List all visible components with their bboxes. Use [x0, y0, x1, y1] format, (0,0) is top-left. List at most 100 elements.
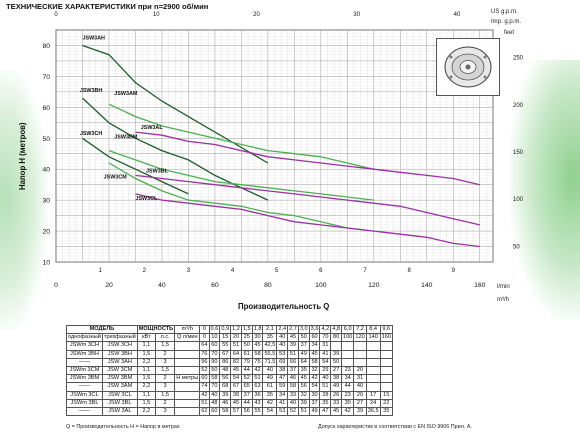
m3h-header-5: 1,8	[251, 324, 264, 335]
lmin-header-8: 45	[287, 333, 299, 343]
head-value: 40	[353, 382, 367, 392]
head-value: 35	[379, 406, 393, 417]
head-value: 51	[199, 398, 210, 408]
x-tick-label: 160	[474, 282, 486, 289]
head-value: 24	[365, 398, 381, 408]
head-value: 31	[319, 341, 332, 351]
table-row: —— JSW 3AH 2,2 3 96 90 86 82 79 75 71,5 69 66 64 58 54 5…	[66, 357, 393, 367]
decorative-leaf-right	[510, 60, 580, 320]
model-three-phase: JSW 3BM	[101, 374, 138, 384]
head-value: 63	[251, 382, 264, 392]
x-tick-label: 100	[315, 282, 327, 289]
x-top-unit-label-2: Imp. g.p.m.	[491, 19, 522, 25]
model-one-phase: ——	[66, 406, 103, 417]
m3h-header-15: 8,4	[365, 324, 381, 335]
page-title: ТЕХНИЧЕСКИЕ ХАРАКТЕРИСТИКИ при n=2900 об…	[6, 2, 209, 11]
table-row: —— JSW 3AL 2,2 3 62 60 58 57 56 55 54 53 52 51 49 47 45 4…	[66, 406, 393, 417]
head-value: 54	[262, 406, 278, 417]
head-value: 23	[341, 365, 355, 376]
head-value: 69	[276, 357, 289, 367]
head-value: 27	[330, 365, 343, 376]
head-value: 41	[276, 398, 289, 408]
series-label: JSW3AM	[114, 91, 138, 97]
lmin-header-0: 0	[199, 333, 210, 343]
head-value: 44	[240, 365, 253, 376]
unit-lmin-label: л/мин	[182, 334, 198, 341]
h-label-cell	[174, 398, 201, 408]
head-value: 33	[287, 390, 299, 400]
curve-jsw3al	[135, 131, 480, 186]
lmin-header-16: 160	[379, 333, 393, 343]
table-row: JSWm 3BH JSW 3BH 1,5 2 76 70 67 64 61 58 55,5 53 51 4…	[66, 349, 393, 359]
head-value: 44	[240, 398, 253, 408]
lmin-header-6: 35	[262, 333, 278, 343]
head-value: 48	[219, 365, 232, 376]
x-axis-title: Производительность Q	[238, 302, 330, 311]
head-value: 39	[330, 349, 343, 359]
power-kw: 1,5	[136, 349, 157, 359]
model-three-phase: JSW 3AM	[101, 382, 138, 392]
head-value: 28	[319, 390, 332, 400]
head-value: 65	[240, 382, 253, 392]
m3h-tick-label: 4	[231, 268, 235, 274]
head-value: 37	[240, 390, 253, 400]
power-kw: 2,2	[136, 357, 157, 367]
power-hp: 3	[154, 406, 176, 417]
head-value	[353, 341, 367, 351]
curve-jsw3cl	[135, 193, 480, 248]
unit-lmin-header: Q л/мин	[174, 333, 201, 343]
model-header: МОДЕЛЬ	[66, 324, 138, 335]
head-value: 75	[251, 357, 264, 367]
feet-tick-label: 250	[513, 56, 524, 62]
head-value: 42	[341, 406, 355, 417]
head-value: 35	[262, 390, 278, 400]
head-value: 40	[319, 374, 332, 384]
lmin-header-12: 80	[330, 333, 343, 343]
power-hp: 3	[154, 382, 176, 392]
h-label-cell	[174, 390, 201, 400]
series-label: JSW3CM	[104, 174, 128, 180]
m3h-header-1: 0,6	[208, 324, 221, 335]
model-three-phase: JSW 3AH	[101, 357, 138, 367]
lmin-header-4: 25	[240, 333, 253, 343]
head-value	[379, 365, 393, 376]
head-value	[341, 341, 355, 351]
lmin-header-10: 60	[308, 333, 321, 343]
head-value	[353, 349, 367, 359]
head-value: 40	[208, 390, 221, 400]
x-tick-label: 0	[54, 282, 58, 289]
model-one-phase: JSWm 3BL	[66, 398, 103, 408]
head-value: 51	[230, 341, 242, 351]
table-row: JSWm 3CL JSW 3CL 1,1 1,5 42 40 39 38 37 36 35 34 33 3…	[66, 390, 393, 400]
kw-header: кВт	[136, 333, 157, 343]
model-one-phase: ——	[66, 382, 103, 392]
head-value: 86	[219, 357, 232, 367]
head-value: 54	[319, 357, 332, 367]
m3h-header-9: 3,0	[297, 324, 310, 335]
head-value	[341, 357, 355, 367]
head-value	[341, 349, 355, 359]
lmin-header-15: 140	[365, 333, 381, 343]
curve-jsw3cm	[108, 162, 374, 232]
h-label-cell	[174, 406, 201, 417]
h-label-cell	[174, 349, 201, 359]
series-label: JSW3AL	[141, 125, 164, 131]
head-value: 45	[230, 398, 242, 408]
power-hp: 1,5	[154, 365, 176, 376]
head-value: 39	[353, 406, 367, 417]
y-tick-label: 60	[42, 105, 50, 112]
series-label: JSW3CL	[135, 196, 158, 202]
head-value: 61	[262, 382, 278, 392]
m3h-header-0: 0	[199, 324, 210, 335]
power-kw: 1,1	[136, 390, 157, 400]
feet-tick-label: 200	[513, 103, 524, 109]
x-tick-label: 140	[421, 282, 433, 289]
m3h-header-10: 3,6	[308, 324, 321, 335]
head-value: 60	[208, 341, 221, 351]
table-row: —— JSW 3AM 2,2 3 74 70 68 67 65 63 61 59 58 56 54 51 49 4…	[66, 382, 393, 392]
m3h-tick-label: 2	[143, 268, 147, 274]
table-row: JSWm 3BM JSW 3BM 1,5 2 H метры 60 58 56 54 52 51 49…	[66, 374, 393, 384]
m3h-header-16: 9,6	[379, 324, 393, 335]
